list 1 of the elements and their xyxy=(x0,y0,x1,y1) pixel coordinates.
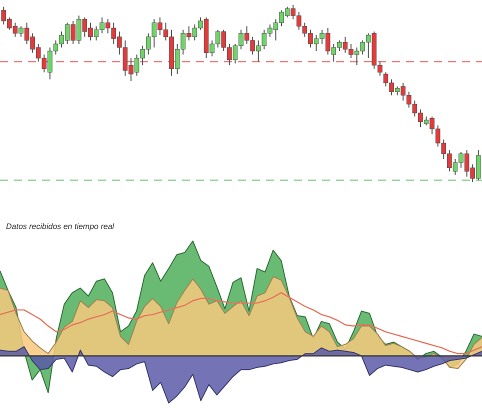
text: Datos recibidos en tiempo real xyxy=(6,222,114,231)
